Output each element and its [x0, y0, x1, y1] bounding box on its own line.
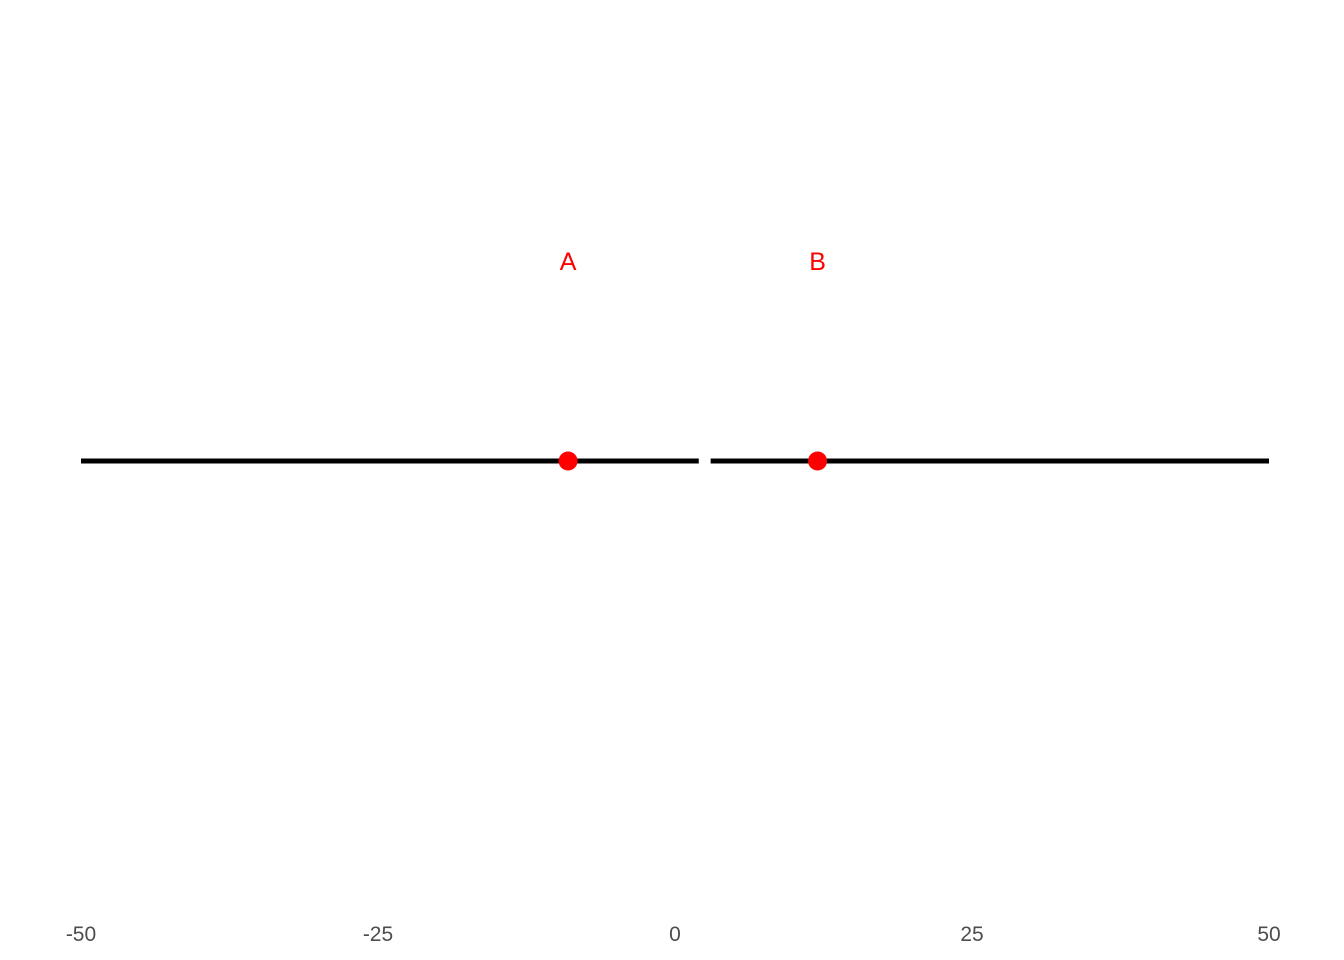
x-axis-tick-labels: -50 -25 0 25 50 [66, 923, 1281, 946]
point-b [808, 451, 828, 471]
x-tick-label: 25 [960, 923, 983, 946]
x-tick-label: -25 [363, 923, 393, 946]
x-tick-label: 0 [669, 923, 681, 946]
x-tick-label: 50 [1257, 923, 1280, 946]
point-label-b: B [809, 248, 826, 276]
x-tick-label: -50 [66, 923, 96, 946]
point-label-a: A [560, 248, 577, 276]
data-points [558, 451, 828, 471]
point-a [558, 451, 578, 471]
